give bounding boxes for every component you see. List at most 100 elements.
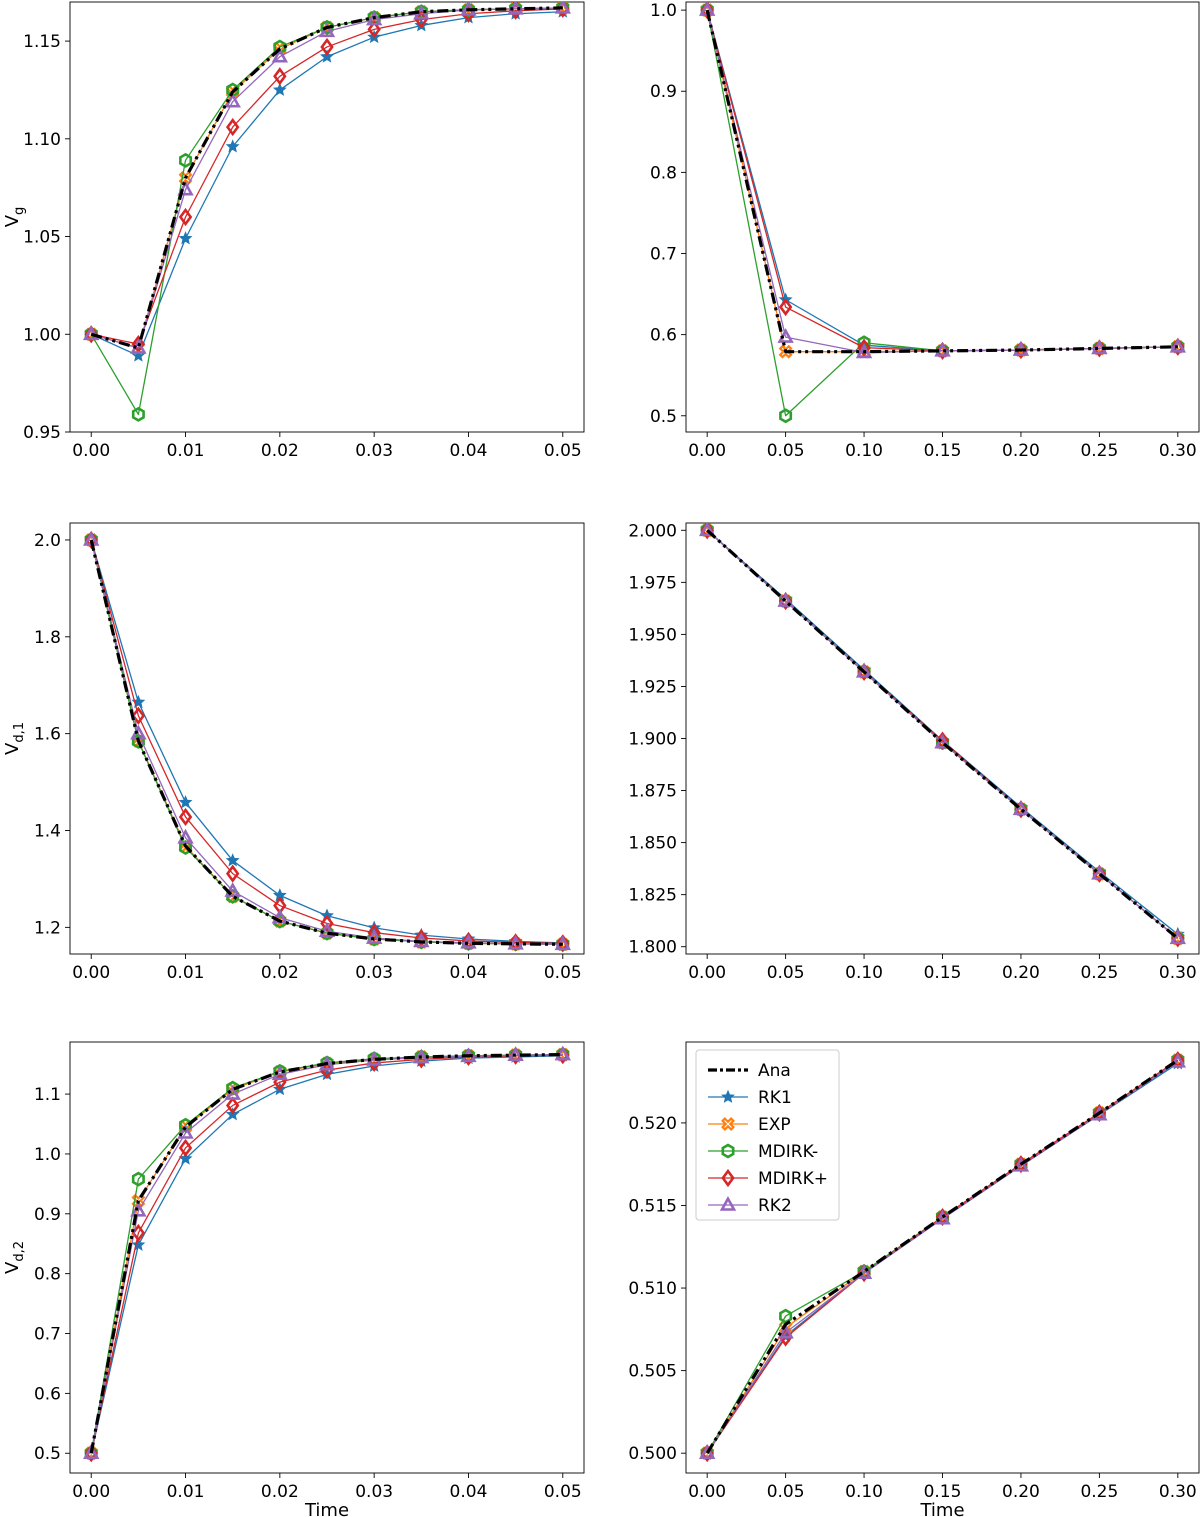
legend-marker-exp bbox=[721, 1117, 735, 1131]
series-line-rk2 bbox=[706, 529, 1179, 939]
point-mdirk--4 bbox=[273, 67, 287, 86]
point-rk2-0 bbox=[83, 325, 100, 341]
x-tick-label: 0.03 bbox=[355, 1482, 393, 1502]
y-tick-label: 1.800 bbox=[628, 938, 677, 958]
y-tick-label: 0.9 bbox=[34, 1205, 61, 1225]
point-rk2-10 bbox=[554, 1045, 571, 1061]
y-tick-label: 2.0 bbox=[34, 531, 61, 551]
x-tick-label: 0.01 bbox=[167, 1482, 205, 1502]
subplot-p6: 0.00 0.05 0.10 0.15 0.20 0.25 0.30 0.500 0.505 0.… bbox=[628, 1041, 1200, 1517]
series-group bbox=[83, 2, 571, 422]
y-tick-label: 0.7 bbox=[34, 1325, 61, 1345]
point-rk2-2 bbox=[177, 180, 194, 196]
subplot-p5: 0.00 0.01 0.02 0.03 0.04 0.05 0.5 0.6 0.7 0.8 0.9 1… bbox=[2, 1041, 585, 1517]
point-mdirk--10 bbox=[556, 934, 570, 953]
subplot-p1: 0.00 0.01 0.02 0.03 0.04 0.05 0.95 1.00 1.05 1.10… bbox=[2, 1, 585, 461]
y-tick-label: 1.6 bbox=[34, 725, 61, 745]
series-group bbox=[698, 523, 1187, 948]
y-tick-label: 1.05 bbox=[23, 228, 61, 248]
y-tick-label: 1.00 bbox=[23, 325, 61, 345]
point-rk2-5 bbox=[318, 922, 336, 938]
point-mdirk--2 bbox=[178, 207, 193, 227]
x-tick-label: 0.25 bbox=[1080, 963, 1118, 983]
point-rk1-2 bbox=[178, 795, 193, 809]
point-rk2-3 bbox=[224, 882, 241, 897]
series-line-ana bbox=[705, 1058, 1179, 1455]
y-axis-label: Vd,1 bbox=[2, 722, 27, 755]
point-rk2-0 bbox=[698, 523, 716, 537]
y-tick-label: 1.850 bbox=[628, 834, 677, 854]
subplot-p4: 0.00 0.05 0.10 0.15 0.20 0.25 0.30 1.800 1.825 1.… bbox=[628, 521, 1200, 983]
series-group bbox=[698, 2, 1187, 424]
x-tick-label: 0.02 bbox=[261, 441, 299, 461]
x-tick-label: 0.05 bbox=[544, 441, 582, 461]
point-rk1-4 bbox=[272, 82, 287, 96]
y-tick-label: 2.000 bbox=[628, 521, 677, 541]
y-tick-label: 1.900 bbox=[628, 730, 677, 750]
x-tick-label: 0.02 bbox=[261, 1482, 299, 1502]
y-tick-label: 1.925 bbox=[628, 677, 677, 697]
legend-label-ana: Ana bbox=[758, 1061, 791, 1081]
point-rk1-3 bbox=[225, 853, 240, 867]
x-tick-label: 0.25 bbox=[1080, 1482, 1118, 1502]
point-rk2-2 bbox=[177, 1124, 194, 1139]
y-tick-label: 1.8 bbox=[34, 628, 61, 648]
point-mdirk--1 bbox=[131, 1171, 145, 1187]
legend-label-rk2: RK2 bbox=[758, 1196, 792, 1216]
point-rk2-7 bbox=[413, 1048, 430, 1064]
point-rk2-4 bbox=[1012, 800, 1030, 816]
point-rk2-6 bbox=[1169, 1052, 1187, 1068]
y-tick-label: 1.825 bbox=[628, 886, 677, 906]
point-rk2-6 bbox=[1169, 337, 1187, 353]
x-tick-label: 0.00 bbox=[688, 963, 726, 983]
point-mdirk--2 bbox=[178, 807, 193, 827]
series-line-ana bbox=[90, 6, 563, 350]
point-rk2-3 bbox=[934, 1209, 951, 1225]
x-axis-label: Time bbox=[304, 1500, 349, 1517]
point-rk2-5 bbox=[1091, 864, 1108, 880]
y-tick-label: 0.7 bbox=[650, 245, 677, 265]
y-tick-label: 0.500 bbox=[628, 1444, 677, 1464]
y-tick-label: 1.10 bbox=[23, 130, 61, 150]
point-rk1-3 bbox=[225, 139, 240, 153]
point-rk2-2 bbox=[855, 343, 873, 359]
plot-frame bbox=[685, 1, 1200, 433]
point-mdirk--9 bbox=[509, 2, 523, 17]
x-tick-label: 0.20 bbox=[1002, 441, 1040, 461]
legend-label-mdirk-: MDIRK- bbox=[758, 1142, 818, 1162]
point-mdirk--1 bbox=[131, 706, 146, 725]
subplot-p2: 0.00 0.05 0.10 0.15 0.20 0.25 0.30 0.5 0.6 0.7 0.8… bbox=[650, 1, 1200, 461]
y-tick-label: 1.0 bbox=[650, 1, 677, 21]
y-tick-label: 0.5 bbox=[34, 1444, 61, 1464]
x-tick-label: 0.15 bbox=[924, 441, 962, 461]
legend-label-mdirk-: MDIRK+ bbox=[758, 1169, 828, 1189]
y-tick-label: 0.95 bbox=[23, 423, 61, 443]
legend-marker-mdirk- bbox=[721, 1168, 735, 1188]
y-tick-label: 0.8 bbox=[650, 163, 677, 183]
y-tick-label: 0.520 bbox=[628, 1114, 677, 1134]
y-tick-label: 0.6 bbox=[34, 1384, 61, 1404]
point-mdirk--1 bbox=[779, 408, 793, 424]
point-rk2-3 bbox=[224, 92, 241, 108]
y-tick-label: 1.975 bbox=[628, 573, 677, 593]
point-mdirk--1 bbox=[779, 1308, 793, 1324]
x-tick-label: 0.03 bbox=[355, 963, 393, 983]
x-tick-label: 0.00 bbox=[72, 441, 110, 461]
y-tick-label: 1.2 bbox=[34, 918, 61, 938]
point-mdirk--2 bbox=[178, 1138, 193, 1158]
point-rk2-0 bbox=[83, 1444, 100, 1460]
x-tick-label: 0.03 bbox=[355, 441, 393, 461]
point-mdirk--1 bbox=[131, 334, 146, 354]
x-tick-label: 0.00 bbox=[688, 1482, 726, 1502]
y-tick-label: 1.875 bbox=[628, 782, 677, 802]
y-tick-label: 1.950 bbox=[628, 625, 677, 645]
legend-label-exp: EXP bbox=[758, 1115, 791, 1135]
x-tick-label: 0.01 bbox=[167, 963, 205, 983]
y-tick-label: 1.4 bbox=[34, 822, 61, 842]
x-tick-label: 0.00 bbox=[72, 963, 110, 983]
x-tick-label: 0.01 bbox=[167, 441, 205, 461]
y-tick-label: 0.515 bbox=[628, 1196, 677, 1216]
x-tick-label: 0.15 bbox=[924, 963, 962, 983]
point-mdirk--5 bbox=[320, 37, 334, 57]
point-rk2-0 bbox=[698, 1444, 716, 1459]
